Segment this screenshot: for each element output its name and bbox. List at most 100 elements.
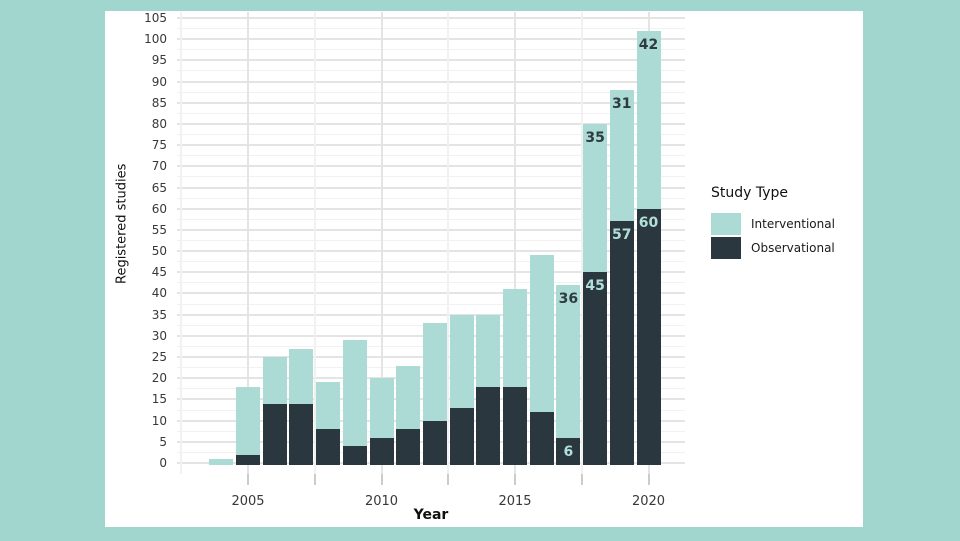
y-major-gridline <box>177 207 685 210</box>
x-minor-gridline <box>180 12 183 474</box>
bar-segment-observational <box>396 429 421 465</box>
bar-value-label-observational: 60 <box>638 214 659 231</box>
y-axis-tick-label: 50 <box>151 244 167 259</box>
x-major-gridline <box>247 12 249 474</box>
y-major-gridline <box>177 17 685 19</box>
y-major-gridline <box>177 271 685 274</box>
y-axis-tick-label: 15 <box>151 392 167 407</box>
y-minor-gridline <box>177 218 685 220</box>
bar-segment-observational <box>236 454 260 465</box>
y-minor-gridline <box>177 282 685 284</box>
y-axis-tick-label: 35 <box>151 307 167 322</box>
bar-segment-interventional <box>583 123 608 273</box>
x-axis-tick-label: 2010 <box>364 494 399 509</box>
x-axis-tick-mark <box>580 474 583 485</box>
bar-segment-interventional <box>636 30 661 209</box>
bar-segment-observational <box>476 386 501 465</box>
legend-label-interventional: Interventional <box>751 217 835 231</box>
bar-segment-observational <box>262 403 287 465</box>
bar-segment-observational <box>529 412 554 465</box>
y-axis-tick-label: 25 <box>151 350 167 365</box>
y-minor-gridline <box>177 155 685 157</box>
y-major-gridline <box>177 292 685 295</box>
y-axis-tick-label: 105 <box>144 11 167 25</box>
y-major-gridline <box>177 165 685 168</box>
y-axis-tick-label: 30 <box>151 328 167 343</box>
x-axis-tick-label: 2020 <box>631 494 666 509</box>
legend-item-observational: Observational <box>711 237 861 259</box>
bar-segment-interventional <box>449 314 474 408</box>
y-axis-tick-label: 70 <box>151 159 167 174</box>
y-major-gridline <box>177 186 685 189</box>
x-minor-gridline <box>580 12 583 474</box>
y-axis-tick-label: 95 <box>151 53 167 68</box>
bar-segment-interventional <box>369 378 394 438</box>
y-axis-tick-label: 100 <box>144 32 167 47</box>
y-minor-gridline <box>177 303 685 305</box>
x-major-gridline <box>380 12 383 474</box>
bar-segment-observational <box>316 429 341 465</box>
y-axis-tick-label: 10 <box>151 413 167 428</box>
bar-value-label-interventional: 36 <box>558 291 579 307</box>
bar-segment-interventional <box>316 382 341 430</box>
x-axis-tick-label: 2005 <box>231 494 265 509</box>
y-major-gridline <box>177 59 685 62</box>
y-minor-gridline <box>177 197 685 199</box>
bar-value-label-interventional: 35 <box>585 129 605 146</box>
x-axis-title: Year <box>413 507 449 523</box>
bar-segment-observational <box>636 208 661 465</box>
bar-segment-interventional <box>209 458 234 465</box>
x-axis-tick-mark <box>380 474 383 485</box>
bar-value-label-interventional: 42 <box>638 36 659 53</box>
x-major-gridline <box>514 12 516 474</box>
bar-segment-interventional <box>556 285 581 438</box>
legend-swatch-observational <box>711 237 741 259</box>
bar-segment-interventional <box>503 289 527 387</box>
bar-segment-observational <box>289 403 314 465</box>
y-minor-gridline <box>177 261 685 263</box>
bar-value-label-observational: 57 <box>612 227 632 244</box>
y-minor-gridline <box>177 49 685 51</box>
bar-segment-interventional <box>236 386 260 455</box>
legend-title: Study Type <box>711 185 789 201</box>
legend-swatch-interventional <box>711 213 741 235</box>
y-major-gridline <box>177 38 685 41</box>
y-axis-tick-label: 40 <box>151 286 167 301</box>
plot-panel: 0 5 10 15 20 25 30 35 40 45 50 55 60 65 70 75 80 85 90 95 10… <box>144 11 685 509</box>
x-axis-tick-mark <box>647 474 650 485</box>
y-axis-tick-label: 65 <box>151 180 167 195</box>
y-minor-gridline <box>177 176 685 178</box>
bar-segment-observational <box>422 420 447 465</box>
x-axis-tick-mark <box>247 474 249 485</box>
y-major-gridline <box>177 101 685 104</box>
bar-segment-observational <box>369 437 394 465</box>
x-minor-gridline <box>313 12 316 474</box>
y-major-gridline <box>177 228 685 231</box>
bar-segment-interventional <box>422 323 447 421</box>
y-minor-gridline <box>177 70 685 72</box>
bar-value-label-observational: 6 <box>563 443 574 460</box>
bar-segment-interventional <box>609 90 634 222</box>
y-major-gridline <box>177 122 685 125</box>
bar-segment-observational <box>342 446 367 465</box>
y-axis-tick-label: 55 <box>151 222 167 237</box>
y-axis-tick-label: 5 <box>159 434 167 449</box>
bar-value-label-observational: 45 <box>585 278 605 295</box>
bar-segment-interventional <box>342 340 367 447</box>
bar-value-label-interventional: 31 <box>612 96 632 113</box>
y-axis-tick-label: 45 <box>151 265 167 280</box>
bar-segment-observational <box>583 272 608 465</box>
y-minor-gridline <box>177 134 685 136</box>
figure-background: Registered studies 0 5 10 15 20 25 30 35 40 45 50 5… <box>105 11 863 527</box>
bar-segment-interventional <box>529 255 554 413</box>
x-axis-tick-mark <box>514 474 516 485</box>
legend-item-interventional: Interventional <box>711 213 861 235</box>
y-axis-tick-label: 85 <box>151 95 167 110</box>
y-minor-gridline <box>177 91 685 93</box>
bar-segment-interventional <box>289 348 314 404</box>
x-axis-tick-label: 2015 <box>498 494 532 509</box>
legend: Study Type Interventional Observational <box>711 185 861 261</box>
y-minor-gridline <box>177 28 685 30</box>
y-minor-gridline <box>177 112 685 114</box>
